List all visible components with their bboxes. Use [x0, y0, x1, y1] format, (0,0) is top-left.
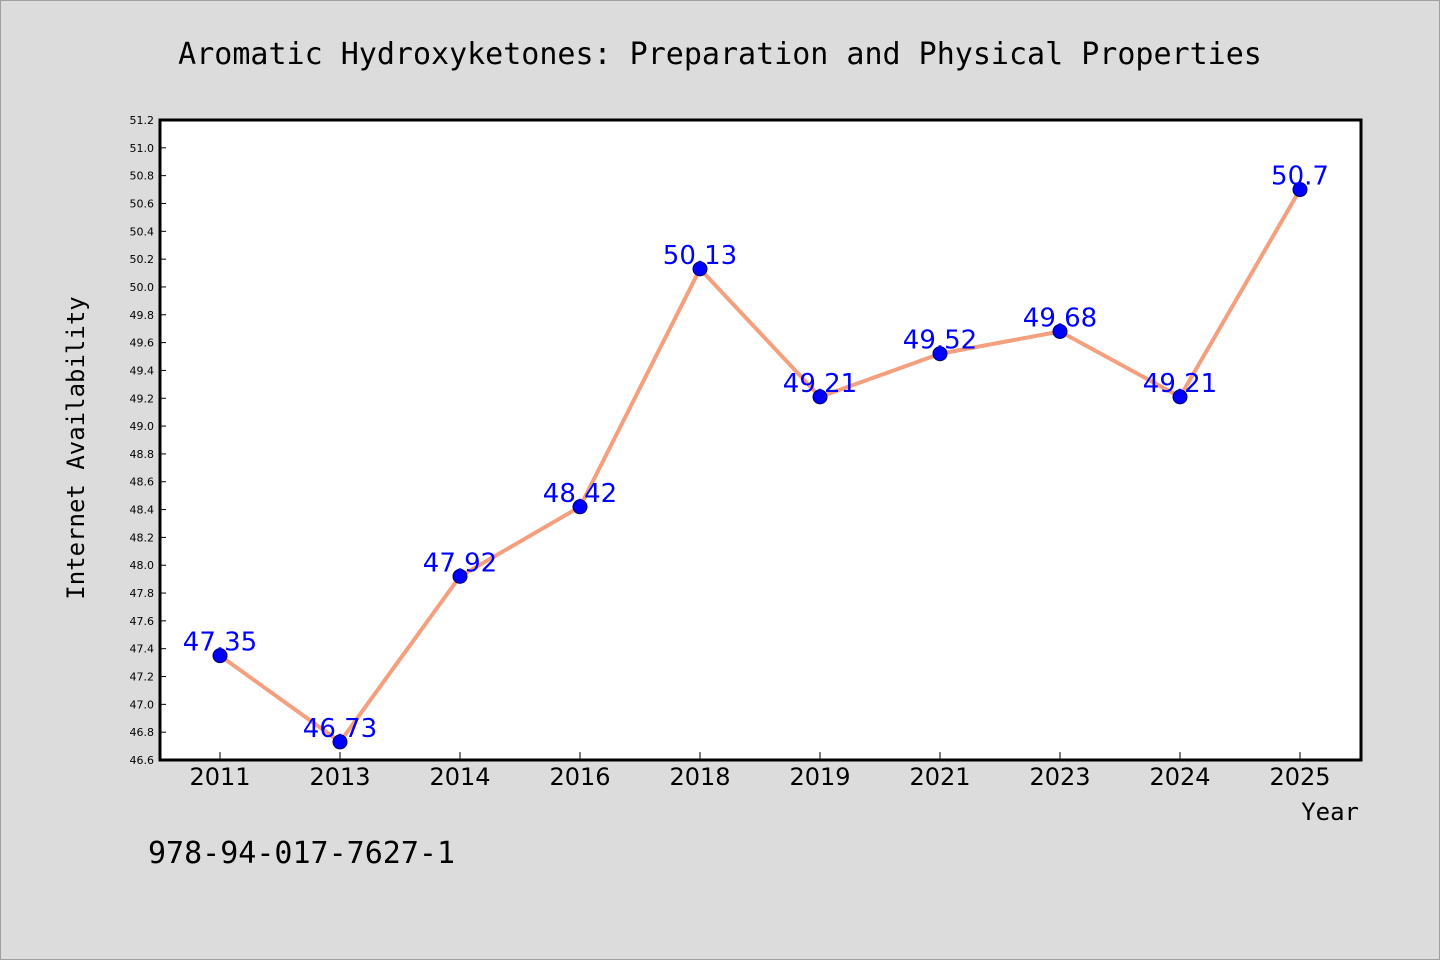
data-label: 49.68 — [1023, 303, 1097, 333]
data-label: 46.73 — [303, 714, 377, 744]
x-tick-label: 2011 — [189, 763, 250, 791]
data-label: 47.92 — [423, 548, 497, 578]
y-tick-label: 48.2 — [130, 531, 155, 544]
data-point — [572, 499, 588, 515]
y-axis-title: Internet Availability — [62, 296, 90, 599]
data-point — [1052, 323, 1068, 339]
x-axis-title: Year — [1301, 798, 1359, 826]
x-tick-label: 2013 — [309, 763, 370, 791]
x-tick-label: 2014 — [429, 763, 490, 791]
y-tick-label: 47.4 — [130, 643, 155, 656]
plot-area — [158, 118, 1363, 762]
isbn-text: 978-94-017-7627-1 — [148, 836, 455, 871]
data-label: 47.35 — [183, 628, 257, 658]
data-label: 49.52 — [903, 326, 977, 356]
y-tick-label: 46.8 — [130, 726, 155, 739]
chart-title: Aromatic Hydroxyketones: Preparation and… — [178, 37, 1262, 72]
y-tick-label: 49.2 — [130, 392, 155, 405]
x-axis: 2011 2013 2014 2016 2018 2019 2021 2023 2024 2025 — [189, 752, 1331, 791]
x-tick-label: 2024 — [1149, 763, 1210, 791]
data-point — [932, 346, 948, 362]
x-tick-label: 2021 — [909, 763, 970, 791]
data-label: 49.21 — [1143, 369, 1217, 399]
data-point — [1172, 389, 1188, 405]
data-point — [212, 648, 228, 664]
data-point — [332, 734, 348, 750]
y-tick-label: 48.4 — [130, 504, 155, 517]
y-tick-label: 47.2 — [130, 671, 155, 684]
data-label: 48.42 — [543, 479, 617, 509]
y-tick-label: 47.8 — [130, 587, 155, 600]
x-tick-label: 2025 — [1269, 763, 1330, 791]
data-point — [692, 261, 708, 277]
y-tick-label: 50.2 — [130, 253, 155, 266]
y-tick-label: 50.8 — [130, 170, 155, 183]
y-axis: 46.6 46.8 47.0 47.2 47.4 47.6 47.8 48.0 48.2 48.4… — [130, 114, 166, 767]
y-tick-label: 46.6 — [130, 754, 155, 767]
data-point — [812, 389, 828, 405]
y-tick-label: 48.8 — [130, 448, 155, 461]
data-labels: 47.35 46.73 47.92 48.42 50.13 49.21 49.52 49.68… — [183, 162, 1329, 744]
data-point — [1292, 182, 1308, 198]
data-label: 50.13 — [663, 241, 737, 271]
x-tick-label: 2018 — [669, 763, 730, 791]
y-tick-label: 48.6 — [130, 476, 155, 489]
y-tick-label: 47.6 — [130, 615, 155, 628]
y-tick-label: 49.8 — [130, 309, 155, 322]
data-series — [212, 182, 1308, 750]
y-tick-label: 51.2 — [130, 114, 155, 127]
data-point — [452, 568, 468, 584]
x-tick-label: 2023 — [1029, 763, 1090, 791]
y-tick-label: 50.0 — [130, 281, 155, 294]
y-tick-label: 50.4 — [130, 225, 155, 238]
y-tick-label: 51.0 — [130, 142, 155, 155]
x-tick-label: 2019 — [789, 763, 850, 791]
series-line — [218, 188, 1302, 744]
y-tick-label: 47.0 — [130, 698, 155, 711]
x-tick-label: 2016 — [549, 763, 610, 791]
y-tick-label: 48.0 — [130, 559, 155, 572]
y-tick-label: 49.0 — [130, 420, 155, 433]
y-tick-label: 49.4 — [130, 364, 155, 377]
data-label: 50.7 — [1271, 162, 1329, 192]
y-tick-label: 49.6 — [130, 337, 155, 350]
y-tick-label: 50.6 — [130, 197, 155, 210]
data-label: 49.21 — [783, 369, 857, 399]
